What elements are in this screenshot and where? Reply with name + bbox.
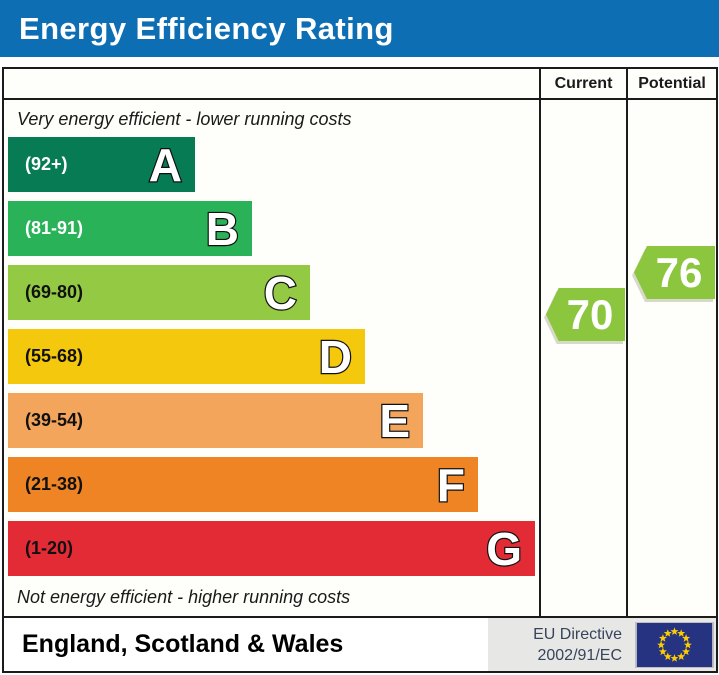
eu-directive-text: EU Directive 2002/91/EC (533, 624, 622, 666)
footer: England, Scotland & Wales EU Directive 2… (2, 618, 718, 673)
chart-header-spacer (4, 69, 539, 100)
potential-rating-arrow: 76 (634, 246, 715, 299)
band-row-e: (39-54) E (8, 393, 539, 448)
band-bar-a: (92+) A (8, 137, 195, 192)
potential-rating-arrow-wrap: 76 (634, 246, 715, 299)
band-range-label: (81-91) (25, 218, 84, 238)
bottom-note: Not energy efficient - higher running co… (17, 587, 351, 607)
band-list: (92+) A (81-91) B (69-80) C (8, 137, 539, 576)
band-letter: A (148, 138, 184, 191)
band-row-b: (81-91) B (8, 201, 539, 256)
band-range-label: (55-68) (25, 346, 84, 366)
current-rating-value: 70 (566, 290, 614, 338)
eu-directive-line1: EU Directive (533, 625, 622, 643)
band-scale-area: Very energy efficient - lower running co… (4, 100, 539, 616)
band-letter: B (205, 202, 241, 255)
band-letter: G (485, 522, 523, 575)
rating-table: Current Potential Very energy efficient … (2, 67, 718, 618)
band-bar-c: (69-80) C (8, 265, 310, 320)
eu-directive-line2: 2002/91/EC (537, 646, 622, 664)
potential-column-header: Potential (626, 69, 716, 100)
band-row-d: (55-68) D (8, 329, 539, 384)
band-range-label: (21-38) (25, 474, 84, 494)
top-note: Very energy efficient - lower running co… (17, 109, 352, 129)
band-range-label: (1-20) (25, 538, 74, 558)
eu-directive-panel: EU Directive 2002/91/EC (488, 618, 716, 671)
current-rating-arrow-wrap: 70 (546, 288, 625, 341)
band-letter: E (378, 394, 411, 447)
current-column-header: Current (539, 69, 626, 100)
potential-column: 76 (626, 100, 716, 616)
current-column: 70 (539, 100, 626, 616)
band-row-g: (1-20) G (8, 521, 539, 576)
band-bar-f: (21-38) F (8, 457, 478, 512)
band-bar-g: (1-20) G (8, 521, 535, 576)
band-bar-b: (81-91) B (8, 201, 252, 256)
current-rating-arrow: 70 (546, 288, 625, 341)
header-bar: Energy Efficiency Rating (0, 0, 719, 57)
page-title: Energy Efficiency Rating (19, 10, 394, 46)
band-letter: D (318, 330, 354, 383)
band-row-a: (92+) A (8, 137, 539, 192)
band-row-c: (69-80) C (8, 265, 539, 320)
band-letter: F (436, 458, 467, 511)
band-row-f: (21-38) F (8, 457, 539, 512)
band-bar-e: (39-54) E (8, 393, 423, 448)
band-range-label: (69-80) (25, 282, 84, 302)
band-range-label: (39-54) (25, 410, 84, 430)
potential-rating-value: 76 (655, 248, 703, 296)
band-range-label: (92+) (25, 154, 68, 174)
band-letter: C (263, 266, 299, 319)
band-bar-d: (55-68) D (8, 329, 365, 384)
eu-flag-icon (635, 621, 714, 668)
region-label: England, Scotland & Wales (22, 630, 344, 658)
